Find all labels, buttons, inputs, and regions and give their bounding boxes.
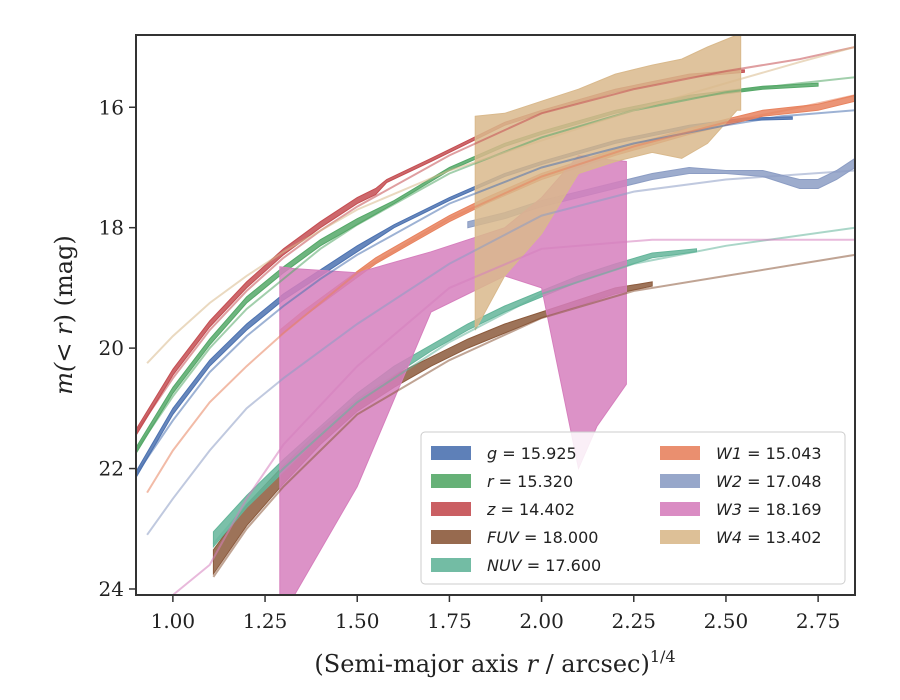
legend-item-w3: W3 = 18.169 bbox=[660, 500, 822, 519]
y-tick-label: 16 bbox=[99, 95, 124, 119]
legend-item-fuv: FUV = 18.000 bbox=[431, 528, 598, 547]
x-tick-label: 1.25 bbox=[243, 609, 288, 633]
model-line-nuv bbox=[212, 226, 855, 545]
legend-items: g = 15.925 r = 15.320 z = 14.402 FUV = 18.0… bbox=[431, 444, 822, 575]
x-tick-label: 1.75 bbox=[427, 609, 472, 633]
legend-item-w2: W2 = 17.048 bbox=[660, 472, 822, 491]
x-tick-label: 2.75 bbox=[796, 609, 841, 633]
plot-frame bbox=[135, 34, 856, 596]
legend-item-z: z = 14.402 bbox=[431, 500, 575, 519]
x-axis-label: (Semi-major axis r / arcsec)1/4 bbox=[314, 647, 675, 678]
model-line-fuv bbox=[212, 253, 855, 578]
legend-label: g = 15.925 bbox=[487, 444, 577, 463]
x-tick-label: 1.00 bbox=[151, 609, 196, 633]
y-tick-label: 24 bbox=[99, 577, 124, 601]
x-tick-label: 2.25 bbox=[612, 609, 657, 633]
model-line-w3 bbox=[172, 238, 855, 595]
x-tick-label: 2.00 bbox=[519, 609, 564, 633]
y-axis: 16 18 20 22 24 bbox=[99, 95, 136, 601]
model-line-r bbox=[136, 76, 855, 452]
legend-label: W4 = 13.402 bbox=[716, 528, 822, 547]
legend-box bbox=[420, 431, 846, 585]
legend-item-g: g = 15.925 bbox=[431, 444, 577, 463]
legend: g = 15.925 r = 15.320 z = 14.402 FUV = 18.0… bbox=[420, 431, 846, 585]
x-axis: 1.00 1.25 1.50 1.75 2.00 2.25 2.50 2.75 bbox=[151, 595, 841, 633]
legend-swatch bbox=[660, 530, 700, 544]
y-axis-label: m(< r) (mag) bbox=[50, 235, 78, 395]
legend-item-nuv: NUV = 17.600 bbox=[431, 556, 601, 575]
legend-label: W2 = 17.048 bbox=[716, 472, 822, 491]
legend-item-w4: W4 = 13.402 bbox=[660, 528, 822, 547]
legend-swatch bbox=[660, 446, 700, 460]
legend-swatch bbox=[431, 474, 471, 488]
band-w4 bbox=[474, 35, 742, 331]
x-tick-label: 2.50 bbox=[704, 609, 749, 633]
legend-swatch bbox=[431, 558, 471, 572]
model-line-w2 bbox=[146, 169, 855, 536]
band-w1 bbox=[279, 94, 855, 338]
legend-label: W1 = 15.043 bbox=[716, 444, 822, 463]
legend-label: r = 15.320 bbox=[487, 472, 573, 491]
legend-swatch bbox=[431, 446, 471, 460]
legend-label: FUV = 18.000 bbox=[487, 528, 598, 547]
legend-item-r: r = 15.320 bbox=[431, 472, 573, 491]
legend-item-w1: W1 = 15.043 bbox=[660, 444, 822, 463]
y-tick-label: 22 bbox=[99, 457, 124, 481]
x-tick-label: 1.50 bbox=[335, 609, 380, 633]
legend-swatch bbox=[431, 502, 471, 516]
model-line-layer bbox=[136, 46, 855, 595]
model-line-g bbox=[136, 109, 855, 476]
legend-swatch bbox=[431, 530, 471, 544]
legend-label: NUV = 17.600 bbox=[487, 556, 601, 575]
legend-swatch bbox=[660, 502, 700, 516]
legend-swatch bbox=[660, 474, 700, 488]
legend-label: W3 = 18.169 bbox=[716, 500, 822, 519]
model-line-w4 bbox=[146, 46, 855, 364]
y-tick-label: 20 bbox=[99, 336, 124, 360]
legend-label: z = 14.402 bbox=[486, 500, 575, 519]
model-line-w1 bbox=[146, 94, 855, 494]
band-w3 bbox=[279, 154, 627, 595]
y-tick-label: 18 bbox=[99, 216, 124, 240]
model-line-z bbox=[136, 46, 855, 433]
